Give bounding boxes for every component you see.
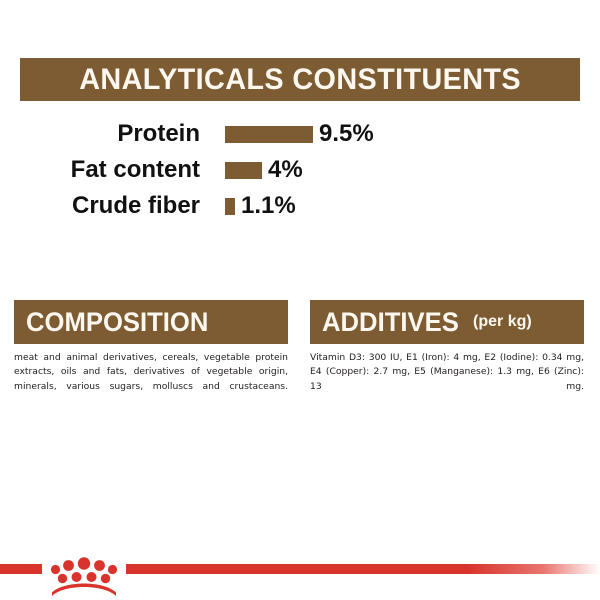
footer-rule-right [126,564,600,574]
chart-row: Crude fiber 1.1% [0,188,600,224]
additives-title: ADDITIVES [322,306,459,337]
chart-row: Fat content 4% [0,152,600,188]
composition-title: COMPOSITION [26,306,209,337]
chart-bar-protein [225,125,313,143]
analytical-constituents-chart: Protein 9.5% Fat content 4% Crude fiber … [0,116,600,224]
royal-crown-logo-icon [50,557,118,596]
chart-value-fat-content: 4% [268,156,303,183]
chart-bar-cell: 9.5% [225,122,374,146]
chart-label-fat-content: Fat content [70,156,200,183]
additives-header: ADDITIVES (per kg) [310,300,584,344]
chart-value-protein: 9.5% [319,120,374,147]
page-title: ANALYTICALS CONSTITUENTS [79,62,521,96]
footer-rule-left [0,564,42,574]
chart-label-protein: Protein [117,120,200,147]
analytical-constituents-header: ANALYTICALS CONSTITUENTS [20,58,580,101]
chart-bar-crude-fiber [225,197,235,215]
composition-body: meat and animal derivatives, cereals, ve… [14,352,288,392]
brand-footer [0,556,600,600]
chart-bar-fat-content [225,161,262,179]
info-sections: COMPOSITION meat and animal derivatives,… [0,300,600,408]
additives-section: ADDITIVES (per kg) Vitamin D3: 300 IU, E… [310,300,584,408]
composition-section: COMPOSITION meat and animal derivatives,… [14,300,288,408]
composition-header: COMPOSITION [14,300,288,344]
chart-bar-cell: 1.1% [225,194,296,218]
chart-label-crude-fiber: Crude fiber [71,192,200,219]
additives-body: Vitamin D3: 300 IU, E1 (Iron): 4 mg, E2 … [310,352,584,392]
additives-subtitle: (per kg) [473,313,532,330]
chart-value-crude-fiber: 1.1% [241,192,296,219]
chart-bar-cell: 4% [225,158,303,182]
chart-row: Protein 9.5% [0,116,600,152]
